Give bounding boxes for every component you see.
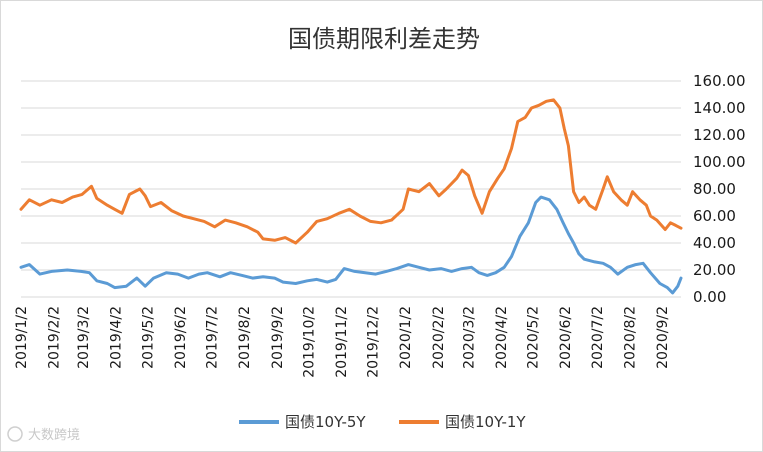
x-tick-label-8: 2019/9/2 bbox=[270, 306, 286, 369]
y-tick-label-6: 120.00 bbox=[693, 126, 746, 144]
x-tick-label-14: 2020/3/2 bbox=[461, 306, 477, 369]
x-tick-label-12: 2020/1/2 bbox=[398, 306, 414, 369]
y-tick-label-2: 40.00 bbox=[693, 234, 736, 252]
y-tick-label-5: 100.00 bbox=[693, 153, 746, 171]
y-axis-tick-labels: 0.00 20.00 40.00 60.00 80.00 100.00 120.00 140.… bbox=[693, 72, 746, 306]
series-lines bbox=[19, 98, 683, 295]
x-axis-tick-labels: 2019/1/2 2019/2/2 2019/3/2 2019/4/2 2019/5/2… bbox=[14, 306, 671, 378]
x-tick-label-20: 2020/9/2 bbox=[655, 306, 671, 369]
legend-label-10y-1y: 国债10Y-1Y bbox=[445, 413, 526, 431]
series-line-10y-5y bbox=[19, 195, 683, 295]
watermark: 大数跨境 bbox=[7, 426, 80, 443]
series-line-10y-1y bbox=[19, 98, 683, 245]
watermark-text: 大数跨境 bbox=[28, 428, 80, 443]
grid-lines bbox=[21, 80, 681, 298]
x-tick-label-9: 2019/10/2 bbox=[301, 306, 317, 378]
x-tick-label-15: 2020/4/2 bbox=[494, 306, 510, 369]
legend: 国债10Y-5Y 国债10Y-1Y bbox=[239, 413, 526, 431]
y-tick-label-1: 20.00 bbox=[693, 261, 736, 279]
y-tick-label-4: 80.00 bbox=[693, 180, 736, 198]
x-tick-label-5: 2019/6/2 bbox=[173, 306, 189, 369]
x-tick-label-3: 2019/4/2 bbox=[109, 306, 125, 369]
x-tick-label-13: 2020/2/2 bbox=[431, 306, 447, 369]
x-tick-label-1: 2019/2/2 bbox=[47, 306, 63, 369]
x-tick-label-10: 2019/11/2 bbox=[334, 306, 350, 378]
y-tick-label-7: 140.00 bbox=[693, 99, 746, 117]
x-tick-label-2: 2019/3/2 bbox=[76, 306, 92, 369]
y-tick-label-3: 60.00 bbox=[693, 207, 736, 225]
x-tick-label-17: 2020/6/2 bbox=[558, 306, 574, 369]
x-tick-label-6: 2019/7/2 bbox=[205, 306, 221, 369]
x-tick-label-7: 2019/8/2 bbox=[237, 306, 253, 369]
legend-label-10y-5y: 国债10Y-5Y bbox=[285, 413, 366, 431]
x-tick-label-19: 2020/8/2 bbox=[622, 306, 638, 369]
chart-title: 国债期限利差走势 bbox=[288, 25, 480, 53]
x-tick-label-16: 2020/5/2 bbox=[526, 306, 542, 369]
x-tick-label-4: 2019/5/2 bbox=[140, 306, 156, 369]
x-tick-label-11: 2019/12/2 bbox=[366, 306, 382, 378]
y-tick-label-0: 0.00 bbox=[693, 288, 726, 306]
watermark-logo-icon bbox=[7, 426, 23, 442]
y-tick-label-8: 160.00 bbox=[693, 72, 746, 90]
x-tick-label-18: 2020/7/2 bbox=[590, 306, 606, 369]
x-tick-label-0: 2019/1/2 bbox=[14, 306, 30, 369]
